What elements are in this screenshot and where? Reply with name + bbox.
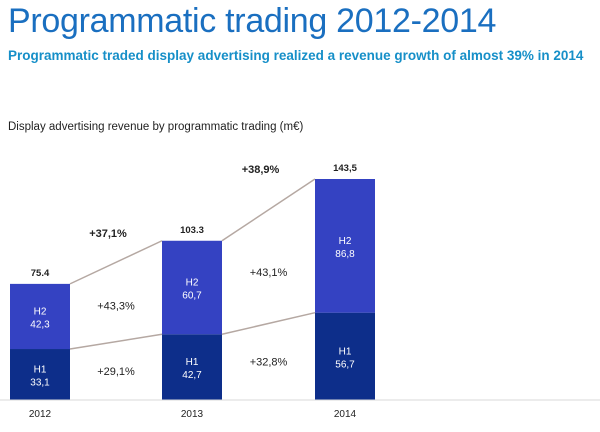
x-tick-label-2014: 2014 — [334, 409, 357, 420]
bar-h1-2013 — [162, 334, 222, 400]
segment-label-h1-name-2013: H1 — [186, 357, 199, 368]
connector-h1-1 — [221, 311, 316, 335]
segment-label-h2-name-2012: H2 — [34, 306, 47, 317]
growth-total-1: +38,9% — [242, 164, 280, 176]
growth-h1-0: +29,1% — [97, 366, 135, 378]
segment-label-h2-value-2012: 42,3 — [30, 319, 50, 330]
x-tick-label-2013: 2013 — [181, 409, 204, 420]
segment-label-h2-value-2013: 60,7 — [182, 290, 202, 301]
segment-label-h2-name-2013: H2 — [186, 277, 199, 288]
total-label-2014: 143,5 — [333, 163, 357, 174]
page-subtitle: Programmatic traded display advertising … — [8, 48, 584, 63]
x-tick-label-2012: 2012 — [29, 409, 52, 420]
connector-h1-0 — [69, 333, 163, 350]
growth-h2-1: +43,1% — [250, 267, 288, 279]
segment-label-h1-name-2012: H1 — [34, 365, 47, 376]
bar-h1-2012 — [10, 349, 70, 400]
total-label-2013: 103.3 — [180, 225, 204, 236]
connector-total-1 — [221, 178, 316, 242]
segment-label-h2-name-2014: H2 — [339, 236, 352, 247]
growth-h2-0: +43,3% — [97, 301, 135, 313]
bar-h1-2014 — [315, 312, 375, 400]
segment-label-h1-value-2013: 42,7 — [182, 370, 202, 381]
growth-total-0: +37,1% — [89, 228, 127, 240]
bar-h2-2013 — [162, 240, 222, 335]
growth-h1-1: +32,8% — [250, 357, 288, 369]
chart-title: Display advertising revenue by programma… — [8, 121, 304, 133]
bar-h2-2014 — [315, 179, 375, 313]
segment-label-h2-value-2014: 86,8 — [335, 249, 355, 260]
segment-label-h1-name-2014: H1 — [339, 346, 352, 357]
segment-label-h1-value-2014: 56,7 — [335, 359, 355, 370]
segment-label-h1-value-2012: 33,1 — [30, 378, 50, 389]
total-label-2012: 75.4 — [31, 268, 50, 279]
page-title: Programmatic trading 2012-2014 — [8, 2, 497, 40]
connector-total-0 — [69, 240, 163, 285]
bar-h2-2012 — [10, 283, 70, 350]
